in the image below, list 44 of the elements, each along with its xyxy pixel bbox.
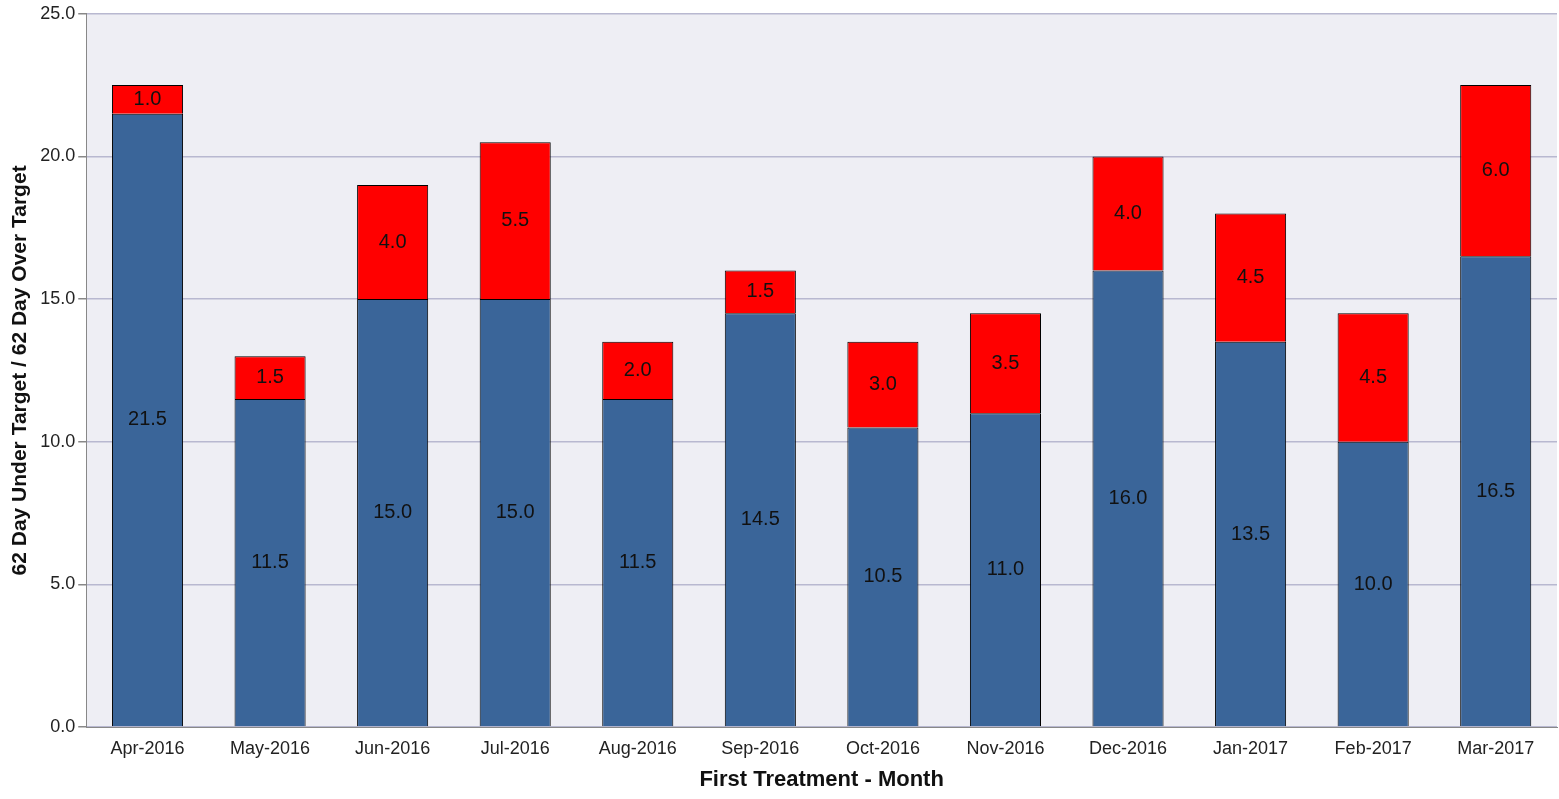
x-tick-label: Feb-2017 <box>1334 737 1412 758</box>
data-label: 5.5 <box>501 208 530 231</box>
x-tick-label: Apr-2016 <box>110 737 185 758</box>
data-label: 11.0 <box>986 557 1025 580</box>
y-tick-label: 10.0 <box>40 430 76 451</box>
data-label: 4.5 <box>1359 365 1388 388</box>
data-label: 1.5 <box>746 279 775 302</box>
data-label: 10.0 <box>1353 571 1393 594</box>
x-tick-label: Jul-2016 <box>480 737 550 758</box>
y-axis-title: 62 Day Under Target / 62 Day Over Target <box>7 165 31 576</box>
data-label: 4.0 <box>378 229 407 252</box>
data-label: 1.0 <box>133 86 162 109</box>
data-label: 4.0 <box>1114 201 1142 224</box>
y-tick-label: 15.0 <box>40 288 76 309</box>
data-label: 13.5 <box>1231 521 1271 544</box>
data-label: 10.5 <box>863 564 903 587</box>
data-label: 15.0 <box>373 500 413 523</box>
data-label: 14.5 <box>740 507 780 530</box>
y-tick-label: 0.0 <box>50 715 76 736</box>
data-label: 4.5 <box>1236 265 1265 288</box>
x-tick-label: Jun-2016 <box>355 737 431 758</box>
data-label: 11.5 <box>251 550 289 573</box>
x-tick-label: Nov-2016 <box>966 737 1045 758</box>
x-axis-title: First Treatment - Month <box>699 765 944 791</box>
data-label: 2.0 <box>623 357 652 380</box>
data-label: 3.0 <box>868 372 897 395</box>
x-tick-label: May-2016 <box>230 737 311 758</box>
x-tick-label: Mar-2017 <box>1457 737 1535 758</box>
x-tick-label: Sep-2016 <box>721 737 800 758</box>
x-tick-label: Jan-2017 <box>1213 737 1289 758</box>
data-label: 1.5 <box>256 365 284 388</box>
data-label: 16.5 <box>1476 478 1516 501</box>
data-label: 3.5 <box>991 350 1020 373</box>
y-tick-label: 25.0 <box>40 2 76 23</box>
x-tick-label: Oct-2016 <box>845 737 920 758</box>
y-tick-label: 20.0 <box>40 145 76 166</box>
x-tick-label: Aug-2016 <box>598 737 677 758</box>
y-tick-label: 5.0 <box>50 573 76 594</box>
data-label: 15.0 <box>495 500 535 523</box>
data-label: 21.5 <box>128 407 167 430</box>
data-label: 11.5 <box>619 550 657 573</box>
data-label: 16.0 <box>1108 485 1148 508</box>
data-label: 6.0 <box>1481 158 1510 181</box>
x-tick-label: Dec-2016 <box>1089 737 1168 758</box>
